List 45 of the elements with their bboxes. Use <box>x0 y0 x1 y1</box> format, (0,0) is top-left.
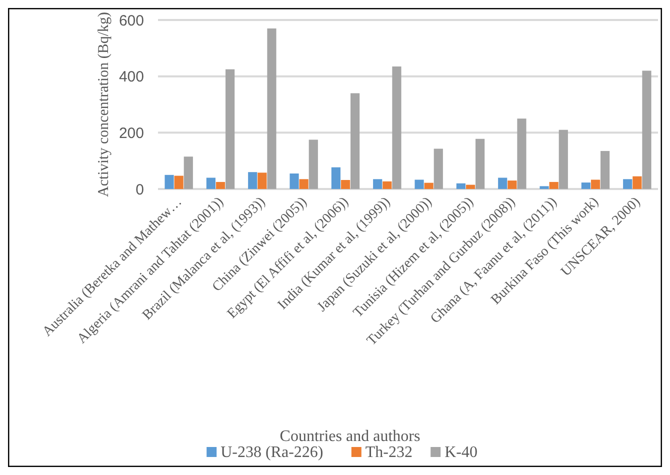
bar <box>590 180 600 189</box>
bar <box>164 174 174 189</box>
bar <box>258 172 267 189</box>
bar <box>623 179 632 189</box>
bar <box>206 178 216 189</box>
x-axis-title: Countries and authors <box>280 428 420 445</box>
bar <box>466 184 476 189</box>
bar <box>392 66 402 189</box>
bar <box>184 156 193 189</box>
y-tick-label: 0 <box>136 181 144 198</box>
y-tick-label: 400 <box>118 68 144 86</box>
legend-label: Th-232 <box>365 444 413 461</box>
bar <box>424 182 434 189</box>
bar <box>226 69 235 189</box>
y-tick-label: 200 <box>118 124 144 142</box>
bar <box>248 172 258 189</box>
y-axis-title: Activity concentration (Bq/kg) <box>96 12 112 197</box>
bar <box>340 180 350 189</box>
bar <box>549 182 558 189</box>
bar <box>540 186 549 189</box>
bar <box>350 93 360 189</box>
bar <box>558 130 568 189</box>
legend-label: U-238 (Ra-226) <box>220 444 324 461</box>
bar <box>414 180 424 189</box>
y-tick-label: 600 <box>118 12 144 30</box>
bar <box>632 176 642 189</box>
bar <box>331 167 340 189</box>
bar <box>642 70 652 189</box>
bar <box>216 182 226 189</box>
legend-label: K-40 <box>444 444 478 461</box>
bar <box>498 178 508 189</box>
bar <box>517 118 526 189</box>
bar <box>174 176 184 189</box>
bar <box>290 174 299 189</box>
bar <box>508 180 517 189</box>
bar <box>581 182 590 189</box>
bar <box>456 183 466 189</box>
bar <box>267 28 276 189</box>
bar <box>308 140 318 189</box>
bar <box>373 179 382 189</box>
bar <box>434 148 443 189</box>
bar <box>476 138 485 189</box>
bar <box>600 150 610 189</box>
bar <box>382 181 392 189</box>
bar <box>299 179 308 189</box>
